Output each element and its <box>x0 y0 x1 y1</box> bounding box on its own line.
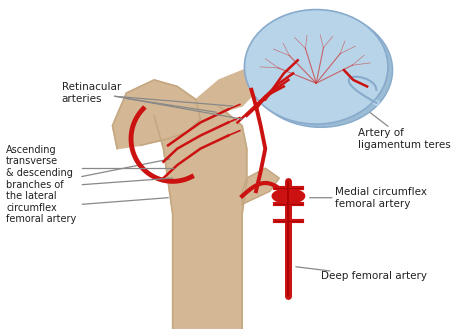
Text: Ascending
transverse
& descending
branches of
the lateral
circumflex
femoral art: Ascending transverse & descending branch… <box>6 145 170 224</box>
Text: Artery of
ligamentum teres: Artery of ligamentum teres <box>356 101 451 149</box>
Text: Medial circumflex
femoral artery: Medial circumflex femoral artery <box>310 187 427 209</box>
Polygon shape <box>242 168 279 204</box>
Text: Retinacular
arteries: Retinacular arteries <box>62 82 216 112</box>
Text: Deep femoral artery: Deep femoral artery <box>296 267 427 281</box>
Ellipse shape <box>245 10 388 124</box>
Polygon shape <box>196 60 279 119</box>
Polygon shape <box>154 106 247 329</box>
Polygon shape <box>112 80 201 148</box>
Ellipse shape <box>249 13 392 127</box>
Polygon shape <box>272 189 305 203</box>
